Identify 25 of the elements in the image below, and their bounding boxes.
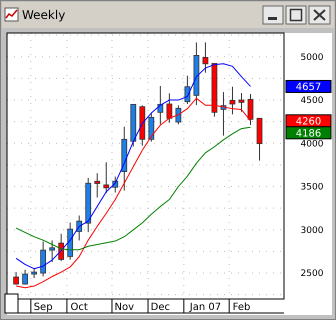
candlestick (40, 240, 46, 277)
candlestick (184, 75, 190, 105)
text: 4657 (296, 82, 322, 93)
candlestick (175, 104, 182, 125)
candlestick (31, 268, 37, 279)
y-tick-label: 5000 (300, 52, 324, 63)
text: 4186 (296, 128, 322, 140)
y-tick-label: 4500 (300, 96, 324, 106)
candlestick (22, 269, 28, 286)
x-tick-label: Sep (34, 302, 53, 313)
candlestick (49, 240, 56, 263)
candlestick (103, 162, 110, 194)
y-tick-label: 2500 (300, 269, 324, 280)
candlestick (94, 172, 100, 198)
chart-title: Weekly (22, 8, 66, 22)
text: 4260 (296, 116, 322, 128)
x-tick-label: Dec (150, 302, 170, 313)
x-tick-label: Jan 07 (188, 302, 222, 313)
x-tick-label: Oct (70, 302, 88, 313)
y-tick-label: 4000 (300, 139, 324, 150)
y-tick-label: 3500 (300, 182, 324, 193)
x-tick-label: Feb (232, 302, 250, 313)
y-tick-label: 3000 (300, 226, 324, 236)
x-tick-label: Nov (114, 302, 134, 313)
candlestick (202, 42, 208, 74)
